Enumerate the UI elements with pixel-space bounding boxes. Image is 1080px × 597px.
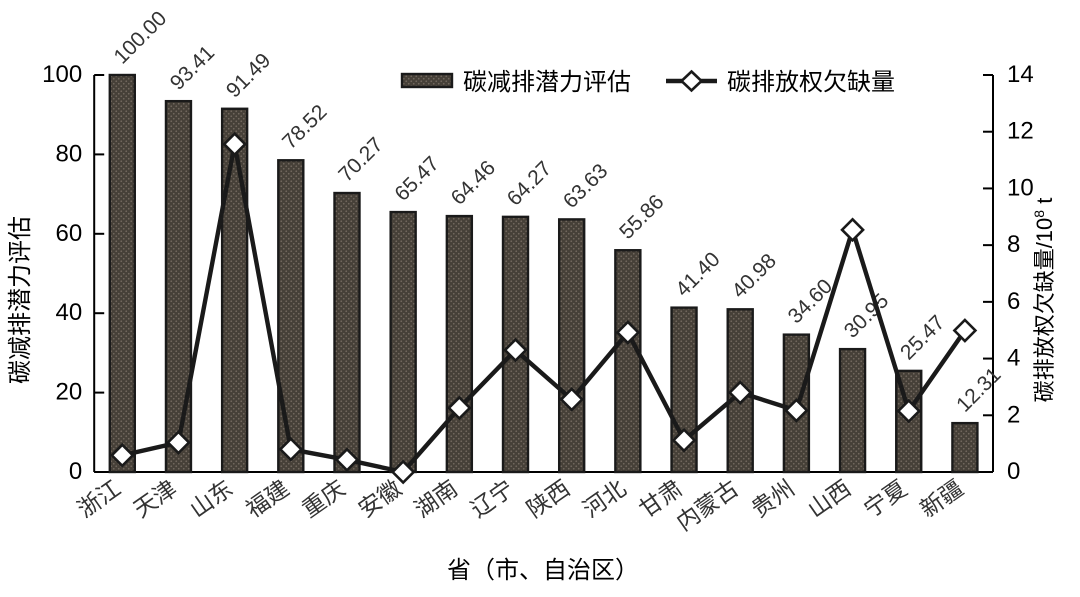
svg-text:省（市、自治区）: 省（市、自治区）: [447, 557, 639, 584]
svg-text:14: 14: [1007, 61, 1034, 88]
svg-text:60: 60: [55, 220, 82, 247]
svg-text:0: 0: [69, 458, 82, 485]
svg-text:6: 6: [1007, 288, 1020, 315]
svg-text:80: 80: [55, 140, 82, 167]
svg-text:碳减排潜力评估: 碳减排潜力评估: [463, 69, 631, 96]
svg-text:碳排放权欠缺量: 碳排放权欠缺量: [727, 69, 895, 96]
svg-text:12: 12: [1007, 118, 1034, 145]
svg-text:10: 10: [1007, 174, 1034, 201]
svg-text:碳减排潜力评估: 碳减排潜力评估: [7, 216, 34, 384]
svg-text:40: 40: [55, 299, 82, 326]
svg-text:2: 2: [1007, 401, 1020, 428]
svg-text:100: 100: [42, 61, 82, 88]
svg-text:4: 4: [1007, 345, 1020, 372]
svg-text:0: 0: [1007, 458, 1020, 485]
svg-text:碳排放权欠缺量/108 t: 碳排放权欠缺量/108 t: [1031, 198, 1057, 403]
svg-text:8: 8: [1007, 231, 1020, 258]
svg-text:20: 20: [55, 379, 82, 406]
